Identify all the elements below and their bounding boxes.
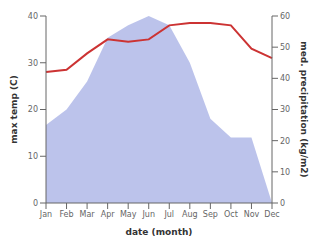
svg-text:0: 0 [280, 199, 285, 208]
svg-text:30: 30 [28, 59, 38, 68]
svg-text:Jul: Jul [163, 210, 174, 219]
svg-text:Jan: Jan [39, 210, 52, 219]
svg-text:60: 60 [280, 12, 290, 21]
svg-text:40: 40 [28, 12, 38, 21]
svg-text:Nov: Nov [244, 210, 260, 219]
svg-text:med. precipitation (kg/m2): med. precipitation (kg/m2) [299, 41, 309, 177]
svg-text:10: 10 [28, 152, 38, 161]
svg-text:Mar: Mar [80, 210, 96, 219]
svg-text:40: 40 [280, 74, 290, 83]
svg-text:20: 20 [280, 137, 290, 146]
svg-text:Aug: Aug [182, 210, 198, 219]
svg-text:20: 20 [28, 105, 38, 114]
svg-text:Dec: Dec [264, 210, 279, 219]
svg-text:Sep: Sep [203, 210, 218, 219]
svg-text:10: 10 [280, 168, 290, 177]
svg-text:Oct: Oct [224, 210, 238, 219]
svg-text:max temp (C): max temp (C) [9, 75, 19, 144]
svg-text:May: May [120, 210, 137, 219]
svg-text:Jun: Jun [141, 210, 155, 219]
svg-text:50: 50 [280, 43, 290, 52]
svg-text:30: 30 [280, 105, 290, 114]
svg-text:Feb: Feb [59, 210, 73, 219]
svg-text:Apr: Apr [101, 210, 116, 219]
svg-text:0: 0 [33, 199, 38, 208]
svg-text:date (month): date (month) [126, 227, 193, 237]
